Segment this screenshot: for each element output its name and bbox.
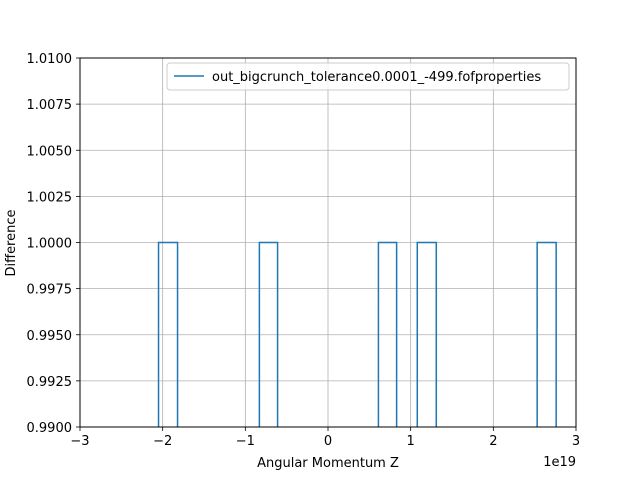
legend: out_bigcrunch_tolerance0.0001_-499.fofpr… [166, 62, 570, 91]
y-tick-label: 1.0050 [27, 144, 73, 159]
x-tick-label: −2 [153, 434, 172, 449]
y-tick-label: 0.9900 [27, 421, 73, 436]
series-step-pulse [258, 241, 279, 427]
x-tick-label: 2 [489, 434, 497, 449]
plot-area [157, 241, 557, 427]
x-tick-label: 3 [572, 434, 580, 449]
y-tick-label: 1.0075 [27, 98, 73, 113]
y-axis-ticks: 0.9900 0.9925 0.9950 0.9975 1.0000 1.0025 1.00… [27, 52, 80, 436]
x-axis-label: Angular Momentum Z [257, 456, 399, 471]
y-tick-label: 1.0000 [27, 237, 73, 252]
x-axis-ticks: −3 −2 −1 0 1 2 3 [70, 427, 580, 449]
y-tick-label: 1.0025 [27, 190, 73, 205]
x-tick-label: 0 [324, 434, 332, 449]
legend-entry-label: out_bigcrunch_tolerance0.0001_-499.fofpr… [212, 70, 541, 85]
y-tick-label: 0.9925 [27, 375, 73, 390]
series-step-pulse [377, 241, 398, 427]
series-step-pulse [536, 241, 557, 427]
legend-box [166, 62, 570, 91]
x-tick-label: −1 [236, 434, 255, 449]
series-step-pulse [416, 241, 438, 427]
y-tick-label: 1.0100 [27, 52, 73, 67]
y-tick-label: 0.9975 [27, 283, 73, 298]
x-offset-label: 1e19 [543, 455, 576, 470]
x-tick-label: −3 [70, 434, 89, 449]
y-axis-label: Difference [4, 209, 19, 276]
x-tick-label: 1 [407, 434, 415, 449]
series-step-pulse [157, 241, 179, 427]
y-tick-label: 0.9950 [27, 329, 73, 344]
